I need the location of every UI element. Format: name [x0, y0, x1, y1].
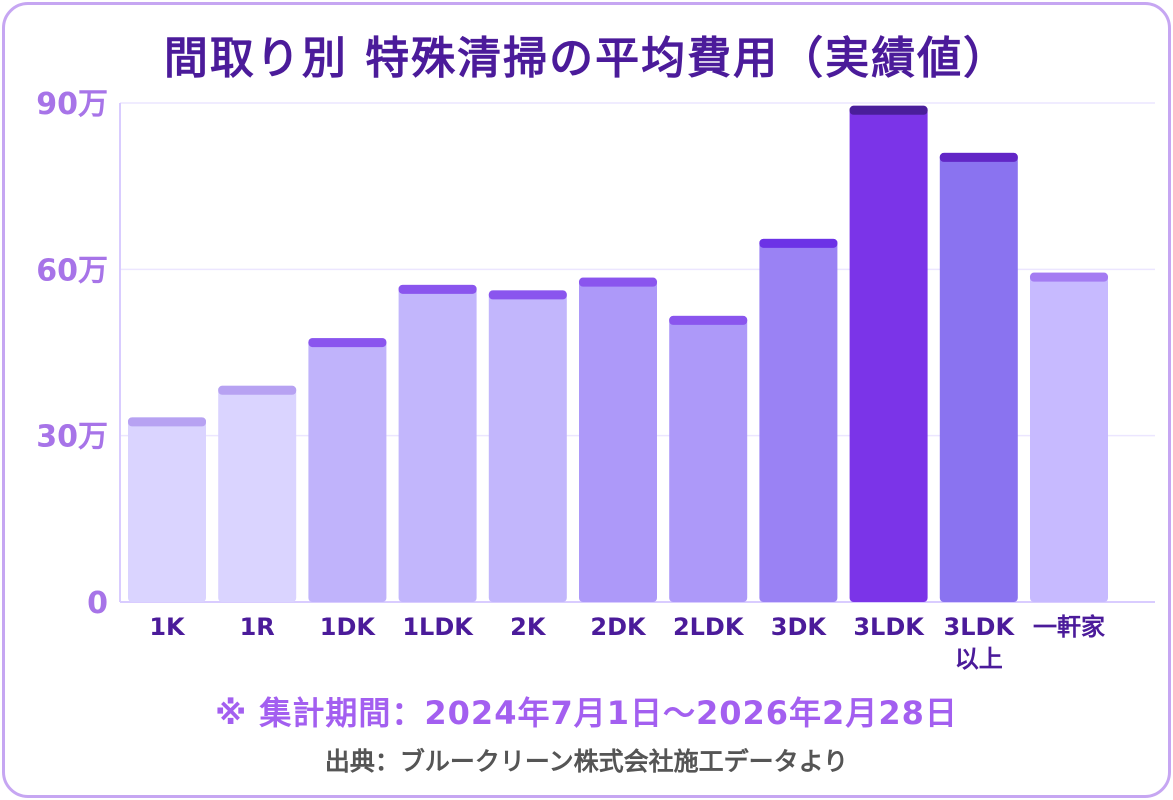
- bar-1DK: [308, 338, 387, 602]
- bar: [488, 290, 567, 602]
- x-tick-label: 1R: [240, 613, 275, 641]
- bar-cap: [759, 238, 838, 248]
- y-tick-label: 60万: [36, 253, 108, 288]
- bar: [759, 238, 838, 603]
- bar-1R: [218, 385, 297, 602]
- bar-cap: [939, 152, 1018, 162]
- x-tick-label: 以上: [955, 645, 1003, 673]
- y-tick-label: 90万: [36, 87, 108, 122]
- x-tick-label: 一軒家: [1033, 613, 1105, 641]
- bar-3LDK以上: [939, 152, 1018, 602]
- x-tick-label: 1K: [149, 613, 186, 641]
- bar-3LDK: [849, 105, 928, 603]
- bar-cap: [669, 315, 748, 325]
- bar-cap: [218, 385, 297, 395]
- data-source: 出典：ブルークリーン株式会社施工データより: [324, 747, 849, 776]
- axis-labels: 0 30万 60万 90万 1K 1R 1DK 1LDK 2K 2DK 2LDK 3DK 3LDK 3LD…: [36, 87, 1105, 673]
- bar-1K: [128, 417, 206, 602]
- x-tick-label: 3DK: [771, 613, 828, 641]
- bar: [218, 385, 297, 602]
- x-tick-label: 3LDK: [944, 613, 1016, 641]
- bar-cap: [398, 284, 477, 294]
- bar-1LDK: [398, 284, 477, 602]
- x-tick-label: 2K: [510, 613, 547, 641]
- bar: [128, 417, 206, 602]
- x-tick-label: 1LDK: [402, 613, 474, 641]
- bar-cap: [849, 105, 928, 115]
- bar-cap: [579, 277, 657, 287]
- bar-cap: [1030, 272, 1108, 282]
- bar-chart: 0 30万 60万 90万 1K 1R 1DK 1LDK 2K 2DK 2LDK 3DK 3LDK 3LD…: [36, 87, 1155, 673]
- bar-2LDK: [669, 315, 748, 602]
- bar: [398, 284, 477, 602]
- bar-一軒家: [1030, 272, 1108, 602]
- bar-2K: [488, 290, 567, 602]
- bar-2DK: [579, 277, 657, 602]
- x-tick-label: 2LDK: [673, 613, 745, 641]
- bar-cap: [488, 290, 567, 300]
- y-tick-label: 30万: [36, 420, 108, 455]
- y-tick-label: 0: [87, 586, 108, 621]
- x-tick-label: 3LDK: [853, 613, 925, 641]
- x-tick-label: 1DK: [320, 613, 377, 641]
- bar: [579, 277, 657, 602]
- bar: [939, 152, 1018, 602]
- bar-3DK: [759, 238, 838, 603]
- bar: [669, 315, 748, 602]
- x-tick-label: 2DK: [590, 613, 647, 641]
- chart-title: 間取り別 特殊清掃の平均費用（実績値）: [163, 33, 1010, 84]
- bar: [849, 105, 928, 603]
- bar: [1030, 272, 1108, 602]
- bar-cap: [308, 338, 387, 348]
- bar-cap: [128, 417, 206, 427]
- bars: [128, 105, 1108, 603]
- bar: [308, 338, 387, 602]
- aggregation-period-note: ※ 集計期間：2024年7月1日～2026年2月28日: [215, 694, 958, 732]
